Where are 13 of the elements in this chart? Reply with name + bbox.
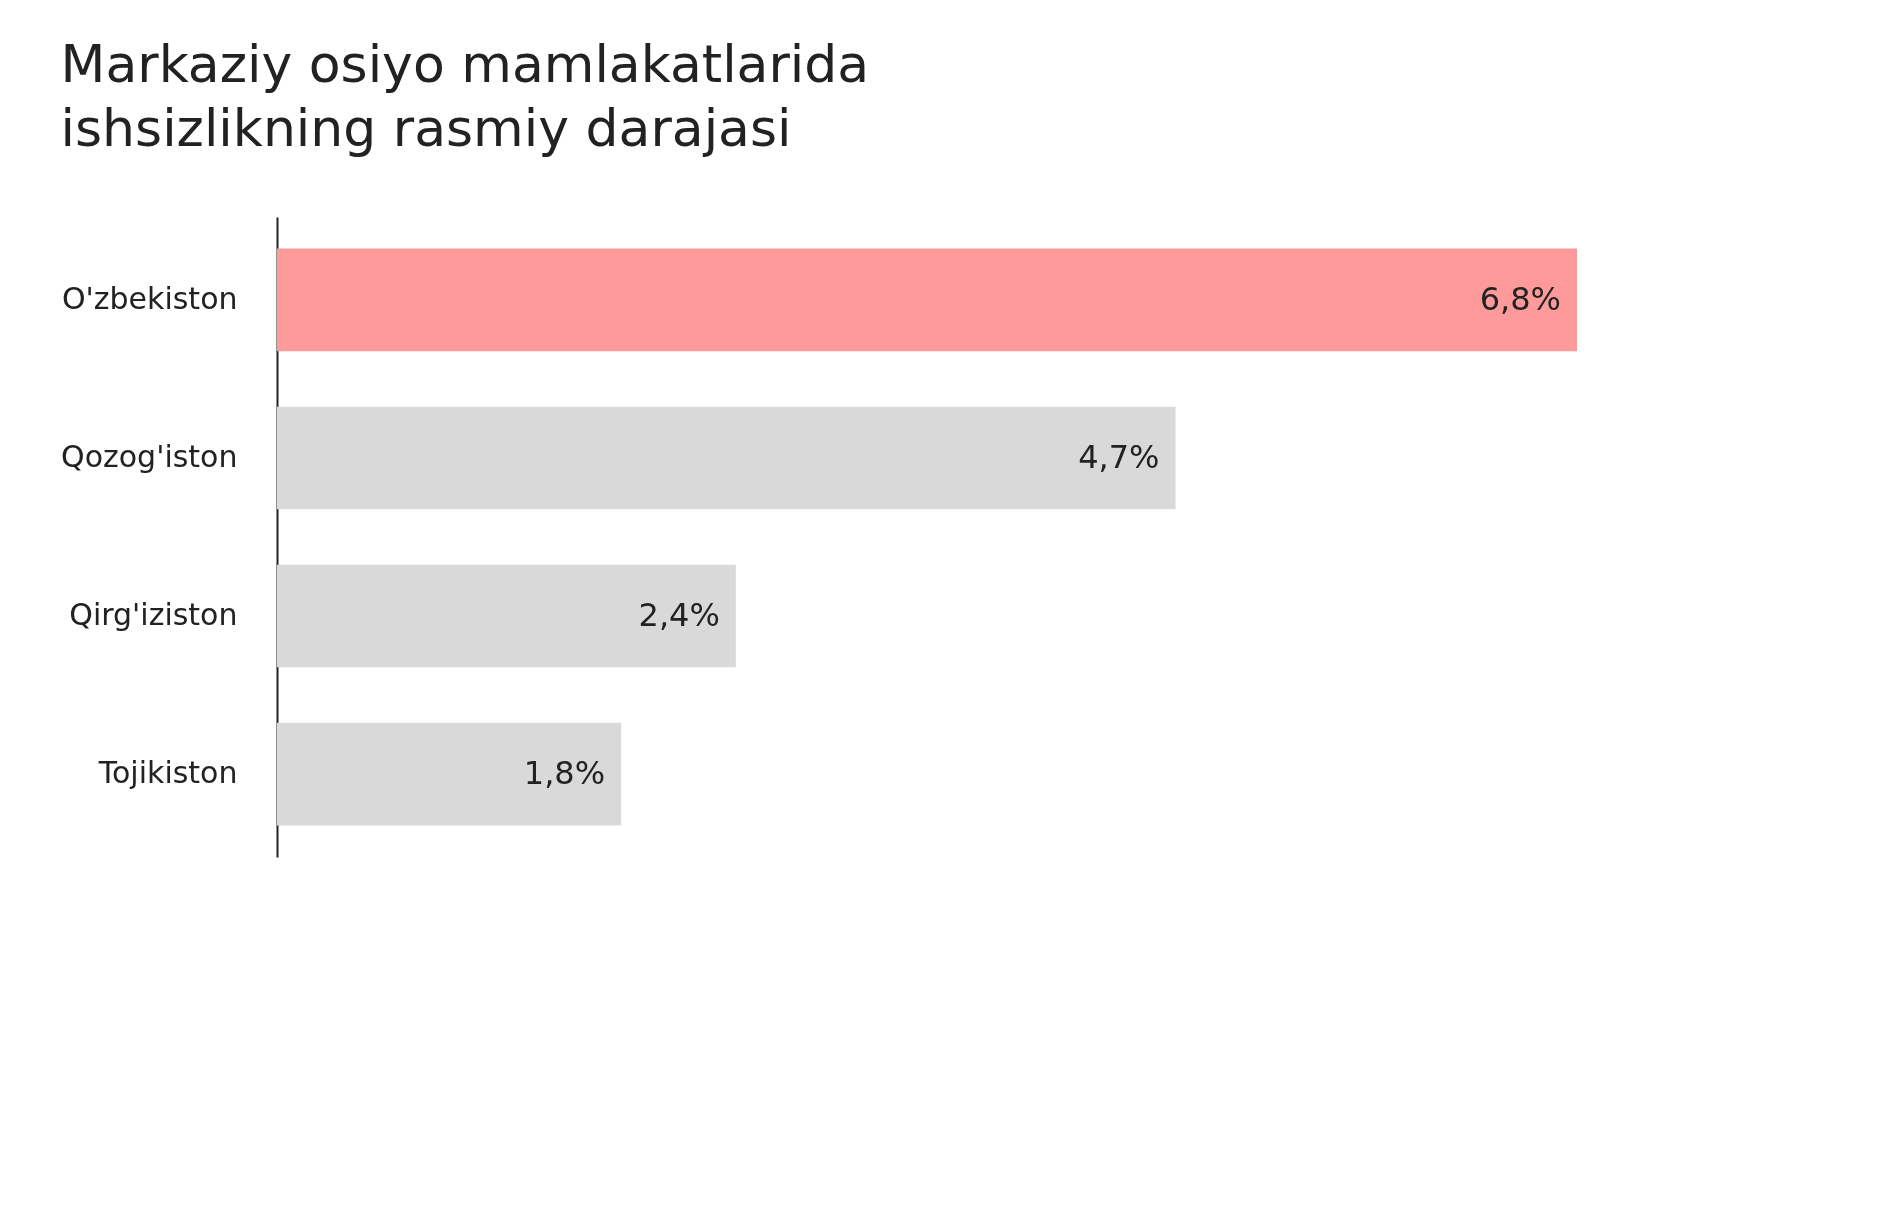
data-label: 6,8% [1479,279,1561,318]
y-tick-label: Qozog'iston [61,438,238,474]
bar [277,406,1176,510]
bar [277,722,622,826]
bar [277,248,1577,352]
data-label: 2,4% [638,596,720,635]
y-tick-label: O'zbekiston [61,280,238,316]
y-tick-label: Qirg'iziston [69,597,238,633]
bar [277,564,736,668]
chart-title: Markaziy osiyo mamlakatlarida ishsizlikning rasmiy darajasi [60,34,870,158]
data-label: 1,8% [523,754,606,793]
data-label: 4,7% [1078,437,1160,476]
y-tick-label: Tojikiston [97,755,238,791]
